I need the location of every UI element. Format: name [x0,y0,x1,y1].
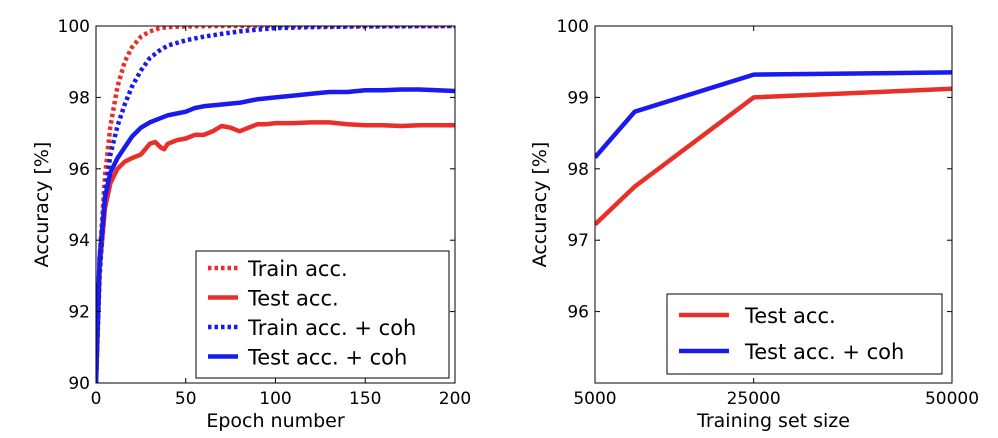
y-tick-label: 100 [58,17,90,37]
plot-frame [594,25,953,384]
legend-label: Train acc. [247,257,348,281]
y-tick-label: 96 [567,303,589,323]
y-axis-label: Accuracy [%] [31,142,53,268]
x-tick-label: 0 [91,389,102,409]
x-axis-label: Training set size [696,410,850,432]
y-tick-label: 92 [68,303,90,323]
y-axis-label: Accuracy [%] [529,142,551,268]
chart-panel-2: 5000 25000 50000 96 97 98 99 100 Training set si… [529,17,979,432]
x-tick-label: 150 [349,389,381,409]
x-tick-label: 5000 [573,389,616,409]
legend-label: Test acc. [247,287,339,311]
series-line-4 [96,87,455,383]
y-tick-label: 90 [68,374,90,394]
series-line-2 [96,120,455,383]
legend-label: Train acc. + coh [247,316,416,340]
y-tick-label: 99 [567,88,589,108]
y-tick-label: 97 [567,231,589,251]
legend-box [666,293,943,375]
x-tick-label: 25000 [727,389,781,409]
y-tick-label: 98 [567,160,589,180]
legend-label: Test acc. + coh [744,340,904,364]
series-line-3 [96,26,455,383]
x-tick-label: 200 [439,389,471,409]
series-line-2 [595,70,952,159]
x-axis-label: Epoch number [206,410,345,432]
series-line-1 [595,86,952,227]
legend-label: Test acc. [744,304,836,328]
x-tick-label: 100 [259,389,291,409]
y-tick-label: 98 [68,88,90,108]
series-line-1 [96,26,455,383]
legend: Train acc. Test acc. Train acc. + coh Test … [195,250,450,379]
legend-label: Test acc. + coh [247,346,407,370]
legend: Test acc. Test acc. + coh [666,293,943,375]
y-tick-label: 100 [557,17,589,37]
x-tick-label: 50000 [925,389,979,409]
y-tick-label: 96 [68,160,90,180]
y-tick-label: 94 [68,231,90,251]
x-tick-label: 50 [175,389,197,409]
legend-box [195,250,450,379]
